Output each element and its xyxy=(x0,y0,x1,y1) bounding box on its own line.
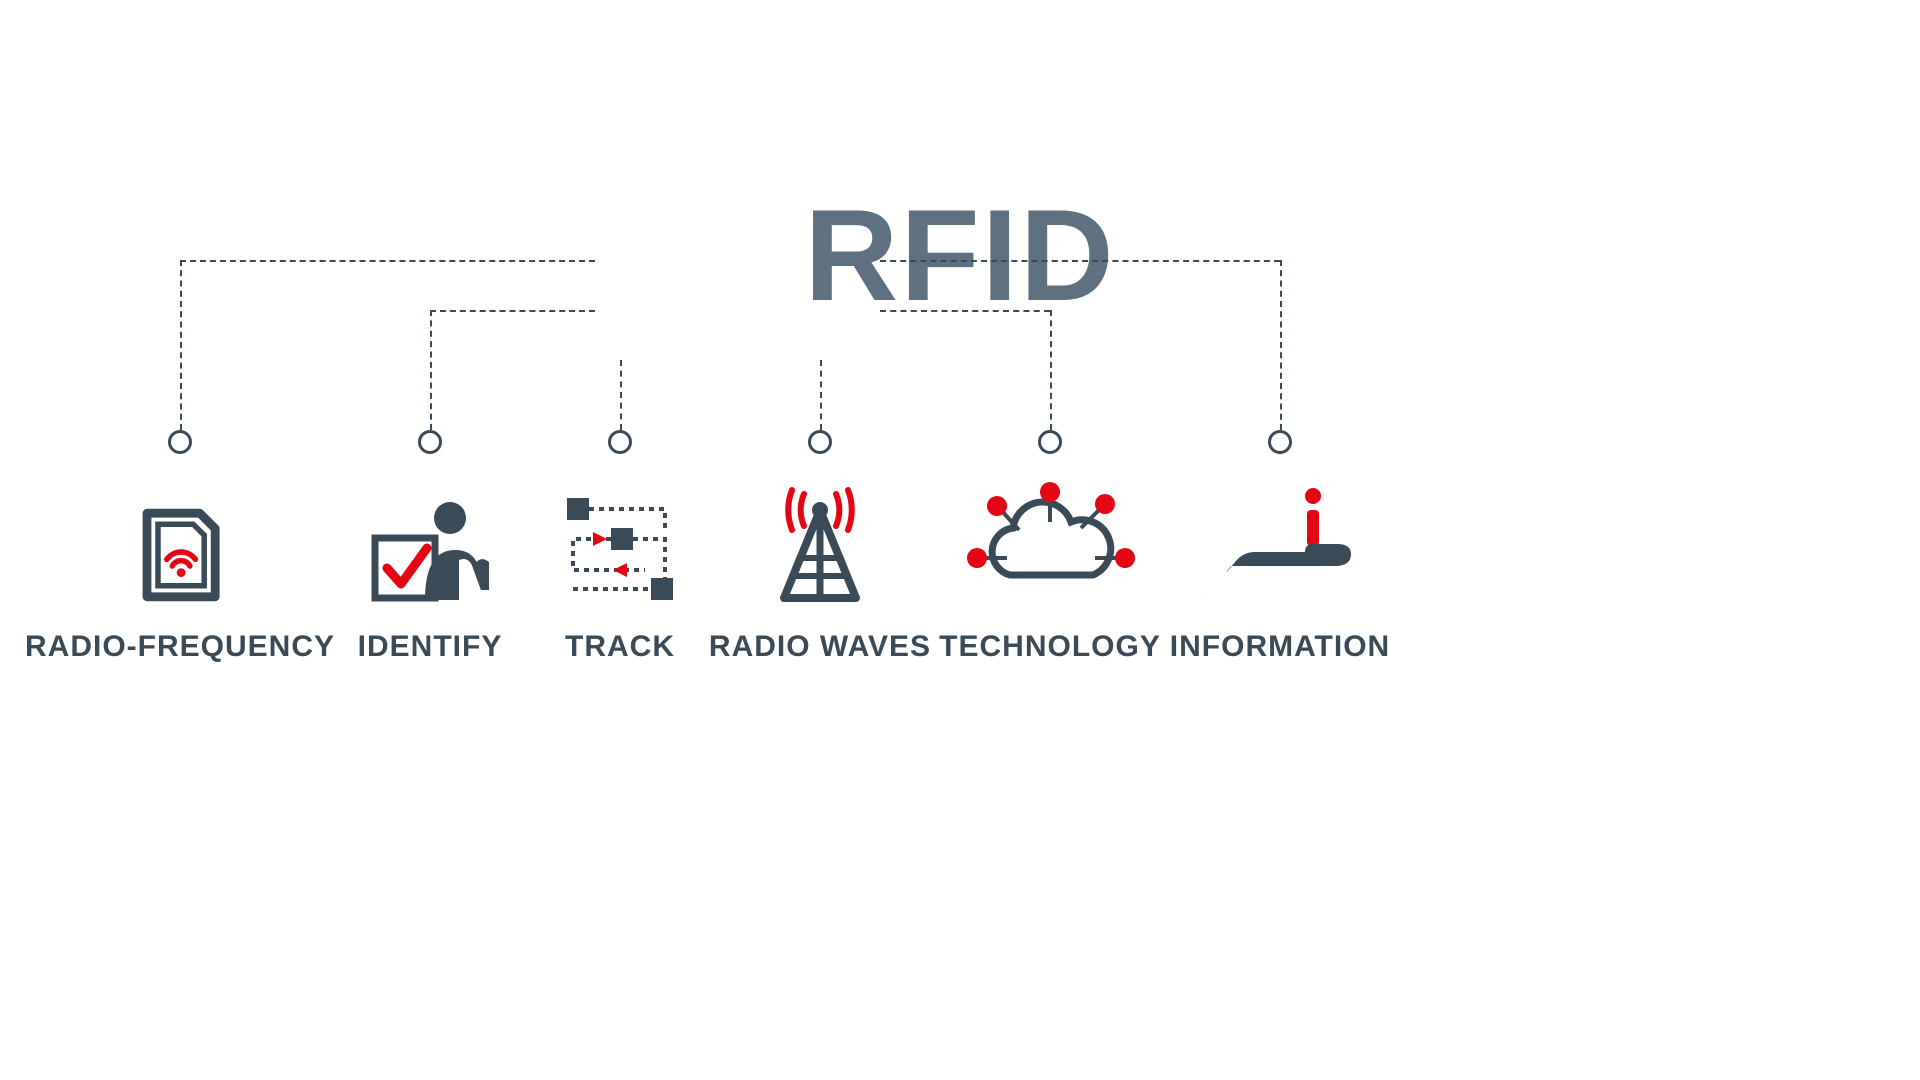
connector-horizontal xyxy=(880,310,1050,312)
antenna-icon xyxy=(750,470,890,610)
node-endpoint-circle xyxy=(1038,430,1062,454)
node-endpoint-circle xyxy=(168,430,192,454)
connector-vertical xyxy=(180,260,182,430)
node-endpoint-circle xyxy=(808,430,832,454)
hand-info-icon xyxy=(1195,470,1365,610)
diagram-title: RFID xyxy=(804,180,1115,330)
connector-vertical xyxy=(430,310,432,430)
node-endpoint-circle xyxy=(608,430,632,454)
node-label-technology: TECHNOLOGY xyxy=(939,630,1161,664)
node-label-information: INFORMATION xyxy=(1170,630,1390,664)
connector-horizontal xyxy=(430,310,595,312)
node-label-identify: IDENTIFY xyxy=(358,630,503,664)
connector-vertical xyxy=(820,360,822,430)
person-check-icon xyxy=(355,470,505,610)
connector-horizontal xyxy=(880,260,1280,262)
connector-vertical xyxy=(1050,310,1052,430)
node-endpoint-circle xyxy=(1268,430,1292,454)
track-path-icon xyxy=(555,470,685,610)
connector-vertical xyxy=(1280,260,1282,430)
node-label-radio-frequency: RADIO-FREQUENCY xyxy=(25,630,335,664)
node-endpoint-circle xyxy=(418,430,442,454)
cloud-network-icon xyxy=(965,470,1135,610)
node-label-track: TRACK xyxy=(565,630,675,664)
rfid-card-icon xyxy=(125,470,235,610)
connector-vertical xyxy=(620,360,622,430)
node-label-radio-waves: RADIO WAVES xyxy=(709,630,931,664)
connector-horizontal xyxy=(180,260,595,262)
